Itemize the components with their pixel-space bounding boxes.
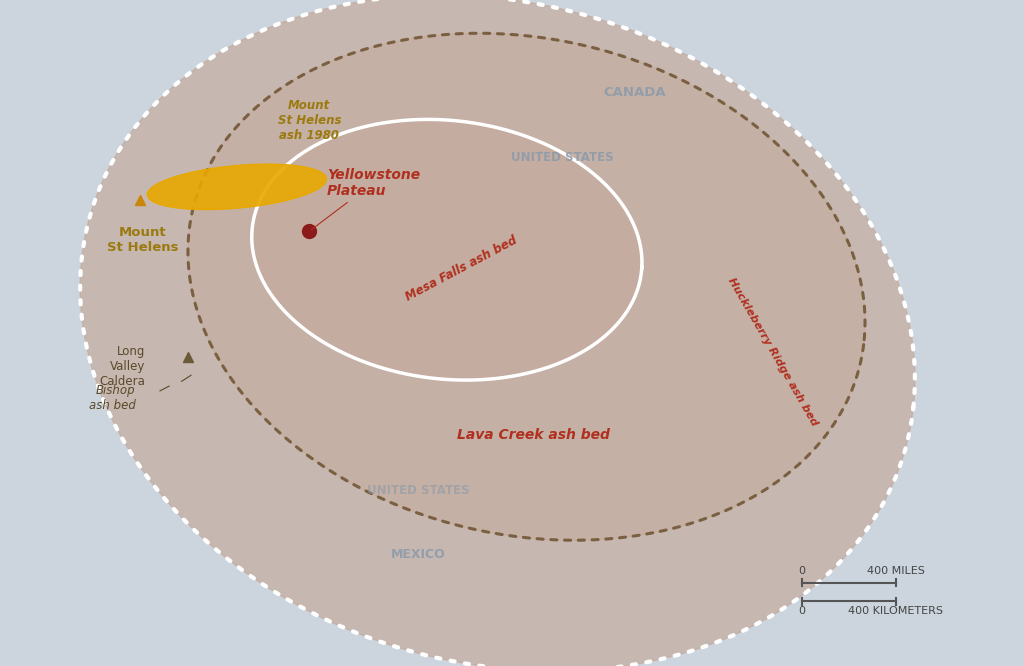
Text: Huckleberry Ridge ash bed: Huckleberry Ridge ash bed	[726, 276, 819, 428]
Text: 0: 0	[798, 565, 805, 575]
Text: Long
Valley
Caldera: Long Valley Caldera	[99, 345, 145, 388]
Text: MEXICO: MEXICO	[390, 549, 445, 561]
Polygon shape	[188, 33, 865, 540]
Polygon shape	[147, 165, 327, 210]
Text: UNITED STATES: UNITED STATES	[367, 484, 469, 497]
Text: Mount
St Helens: Mount St Helens	[108, 226, 178, 254]
Polygon shape	[252, 119, 642, 380]
Text: Yellowstone
Plateau: Yellowstone Plateau	[311, 168, 420, 230]
Text: CANADA: CANADA	[604, 86, 667, 99]
Text: Mesa Falls ash bed: Mesa Falls ash bed	[403, 233, 519, 303]
Polygon shape	[80, 0, 914, 666]
Text: UNITED STATES: UNITED STATES	[511, 151, 614, 164]
Text: 0: 0	[798, 606, 805, 616]
Text: Lava Creek ash bed: Lava Creek ash bed	[458, 428, 610, 442]
Text: Mount
St Helens
ash 1980: Mount St Helens ash 1980	[278, 99, 341, 142]
Text: 400 KILOMETERS: 400 KILOMETERS	[848, 606, 943, 616]
Text: Bishop
ash bed: Bishop ash bed	[89, 384, 135, 412]
Text: 400 MILES: 400 MILES	[866, 565, 925, 575]
